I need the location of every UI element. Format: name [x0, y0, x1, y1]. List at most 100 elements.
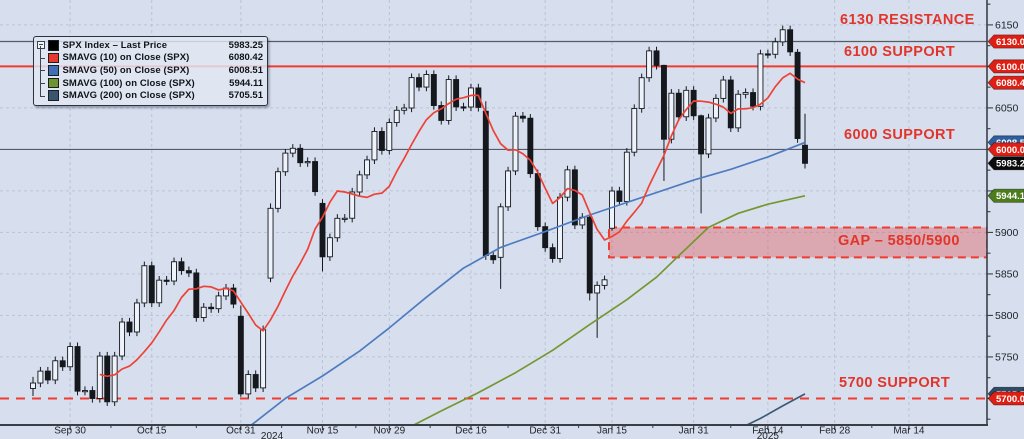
candle-body[interactable] — [111, 355, 118, 403]
candle-body[interactable] — [571, 169, 578, 226]
candle-body[interactable] — [794, 51, 801, 139]
candle-body[interactable] — [423, 74, 430, 88]
candle-body[interactable] — [386, 122, 393, 151]
candle-body[interactable] — [282, 152, 289, 173]
candle-body[interactable] — [534, 173, 541, 228]
candle-body[interactable] — [82, 390, 88, 393]
candle-body[interactable] — [148, 265, 155, 304]
candle-body[interactable] — [74, 346, 81, 392]
candle-body[interactable] — [631, 108, 638, 153]
candle-body[interactable] — [408, 77, 415, 109]
candle-body[interactable] — [468, 87, 474, 108]
candle-body[interactable] — [757, 53, 764, 107]
candle-body[interactable] — [527, 117, 534, 175]
candle-body[interactable] — [601, 279, 608, 286]
candle-body[interactable] — [453, 79, 460, 108]
candle-body[interactable] — [557, 196, 563, 259]
legend-row-sma10[interactable]: SMAVG (10) on Close (SPX) 6080.42 — [37, 45, 263, 65]
candle-body[interactable] — [393, 109, 400, 123]
candle-body[interactable] — [542, 226, 549, 249]
candle-body[interactable] — [275, 171, 281, 209]
candle-body[interactable] — [661, 64, 667, 140]
candle-body[interactable] — [772, 41, 779, 55]
candle-body[interactable] — [67, 346, 74, 368]
candle-body[interactable] — [326, 237, 333, 258]
candle-body[interactable] — [312, 161, 319, 193]
candle-body[interactable] — [185, 270, 192, 274]
candle-body[interactable] — [30, 382, 36, 389]
candle-body[interactable] — [193, 272, 200, 319]
legend-row-sma100[interactable]: SMAVG (100) on Close (SPX) 5944.11 — [37, 71, 263, 90]
candle-body[interactable] — [163, 279, 170, 282]
candle-body[interactable] — [482, 110, 489, 256]
candle-body[interactable] — [609, 190, 615, 229]
candle-body[interactable] — [200, 306, 207, 319]
candle-body[interactable] — [549, 247, 556, 259]
annotation-6130-resistance[interactable]: 6130 RESISTANCE — [840, 12, 975, 28]
candle-body[interactable] — [742, 92, 749, 95]
candle-body[interactable] — [371, 131, 378, 161]
candle-body[interactable] — [779, 29, 786, 43]
candle-body[interactable] — [260, 329, 267, 389]
gap-band[interactable] — [608, 226, 987, 259]
candle-body[interactable] — [59, 360, 66, 368]
candle-body[interactable] — [237, 315, 244, 395]
candle-body[interactable] — [668, 92, 675, 140]
candle-body[interactable] — [430, 74, 437, 106]
candle-body[interactable] — [727, 79, 734, 129]
legend-row-sma200[interactable]: SMAVG (200) on Close (SPX) 5705.51 — [37, 83, 263, 102]
annotation-6100-support[interactable]: 6100 SUPPORT — [844, 44, 956, 60]
candle-body[interactable] — [564, 169, 571, 198]
legend-row-spx[interactable]: SPX Index – Last Price 5983.25 — [37, 39, 263, 52]
candle-body[interactable] — [178, 261, 185, 272]
candle-body[interactable] — [490, 255, 497, 261]
candle-body[interactable] — [267, 207, 274, 279]
candle-body[interactable] — [512, 115, 519, 172]
annotation-5700-support[interactable]: 5700 SUPPORT — [839, 375, 951, 391]
legend-row-sma50[interactable]: SMAVG (50) on Close (SPX) 6008.51 — [37, 58, 263, 77]
candle-body[interactable] — [215, 295, 222, 310]
candle-body[interactable] — [119, 321, 126, 357]
candle-body[interactable] — [750, 92, 756, 107]
candle-body[interactable] — [416, 77, 422, 88]
candle-body[interactable] — [802, 144, 808, 164]
candle-body[interactable] — [208, 306, 215, 310]
candle-body[interactable] — [364, 159, 370, 176]
candle-body[interactable] — [475, 87, 482, 108]
candle-body[interactable] — [712, 97, 719, 119]
candles[interactable] — [30, 25, 808, 406]
candle-body[interactable] — [52, 360, 59, 381]
candle-body[interactable] — [445, 79, 452, 121]
candle-body[interactable] — [735, 93, 742, 129]
candle-body[interactable] — [698, 115, 705, 155]
candle-body[interactable] — [289, 147, 296, 154]
candle-body[interactable] — [616, 190, 623, 202]
candle-body[interactable] — [37, 370, 44, 384]
candle-body[interactable] — [133, 302, 140, 333]
candle-body[interactable] — [319, 202, 326, 258]
candle-body[interactable] — [720, 79, 727, 99]
candle-body[interactable] — [304, 161, 311, 164]
annotation-gap-zone[interactable]: GAP – 5850/5900 — [838, 233, 960, 249]
annotation-6000-support[interactable]: 6000 SUPPORT — [844, 127, 956, 143]
candle-body[interactable] — [646, 50, 653, 79]
candle-body[interactable] — [653, 50, 660, 66]
candle-body[interactable] — [89, 390, 96, 399]
candle-body[interactable] — [623, 151, 630, 202]
candle-body[interactable] — [787, 29, 794, 53]
candle-body[interactable] — [334, 217, 341, 239]
candle-body[interactable] — [460, 106, 467, 109]
candle-body[interactable] — [594, 284, 601, 294]
candle-body[interactable] — [349, 191, 356, 219]
candle-body[interactable] — [378, 131, 385, 151]
candle-body[interactable] — [586, 216, 593, 294]
plot-area[interactable] — [0, 0, 987, 439]
legend-collapse-icon[interactable] — [37, 40, 45, 49]
candle-body[interactable] — [705, 117, 712, 155]
chart-legend[interactable]: SPX Index – Last Price 5983.25 SMAVG (10… — [33, 36, 268, 106]
candle-body[interactable] — [297, 147, 304, 164]
candle-body[interactable] — [341, 217, 348, 220]
candle-body[interactable] — [356, 174, 363, 193]
candle-body[interactable] — [252, 374, 259, 389]
